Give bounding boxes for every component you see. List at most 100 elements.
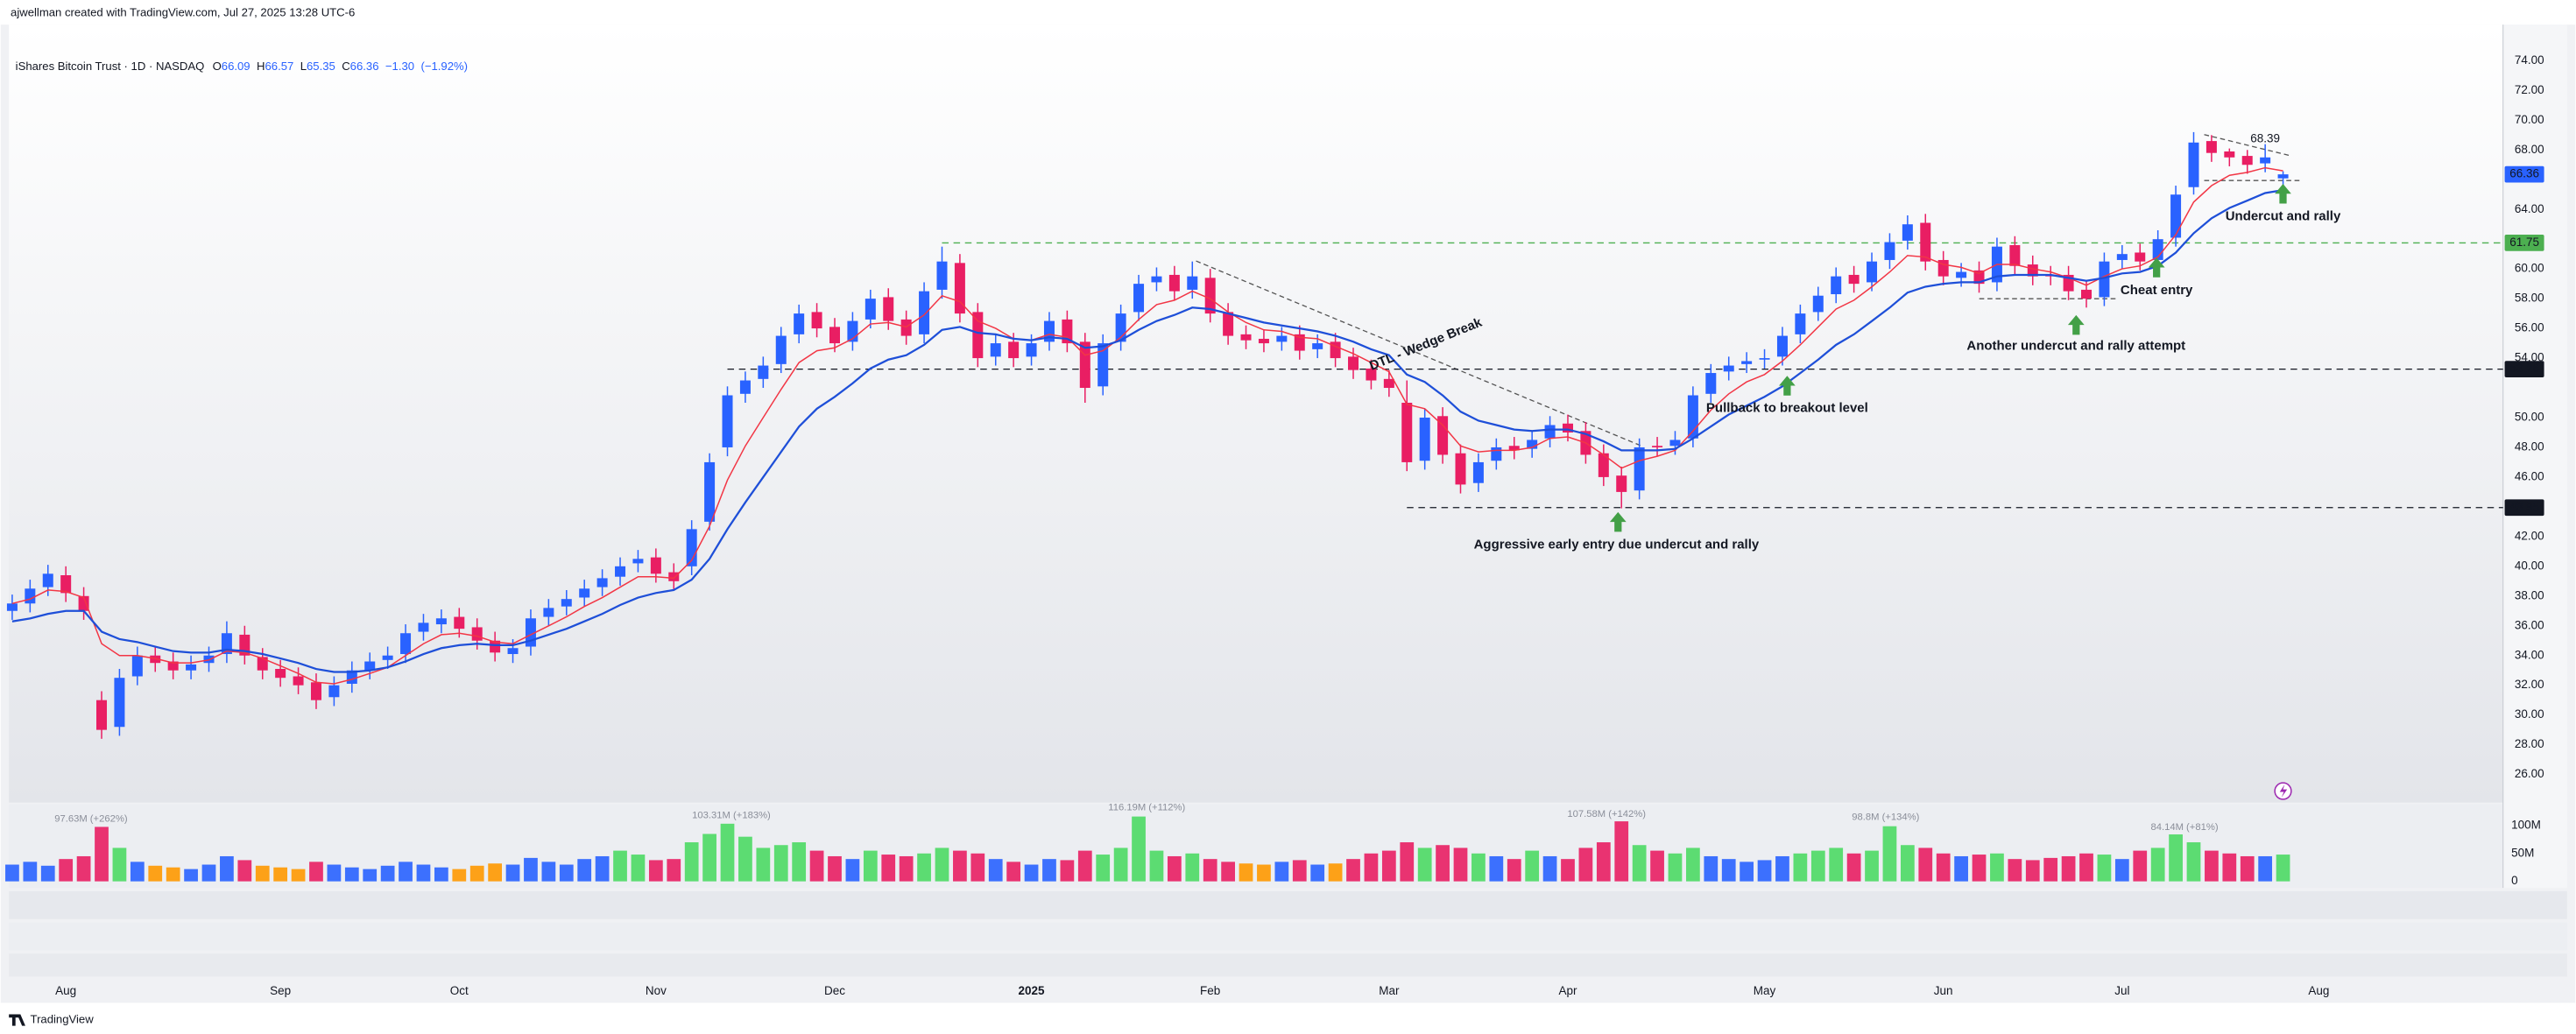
candle-body bbox=[1258, 338, 1269, 344]
y-tick-label: 60.00 bbox=[2515, 262, 2544, 275]
level-tag bbox=[2504, 499, 2544, 517]
footer-logo bbox=[9, 1014, 25, 1026]
annotation: Pullback to breakout level bbox=[1706, 401, 1868, 416]
candle-body bbox=[1884, 242, 1895, 260]
volume-bar bbox=[1328, 863, 1343, 882]
candle-body bbox=[2009, 244, 2021, 266]
candle-body bbox=[2277, 174, 2289, 179]
volume-bar bbox=[2150, 848, 2165, 882]
candle-body bbox=[2116, 254, 2128, 260]
level-tag bbox=[2504, 235, 2544, 251]
candle-body bbox=[1062, 319, 1073, 344]
y-tick-label: 32.00 bbox=[2515, 678, 2544, 691]
volume-bar bbox=[577, 859, 592, 882]
candle-body bbox=[1097, 343, 1109, 387]
volume-bar bbox=[684, 842, 699, 882]
empty-pane bbox=[9, 890, 2567, 919]
candle-body bbox=[1008, 341, 1020, 359]
volume-bar bbox=[881, 855, 896, 882]
volume-bar bbox=[1346, 859, 1360, 882]
volume-bar bbox=[201, 864, 216, 882]
volume-bar bbox=[2097, 855, 2112, 882]
volume-annotation: 97.63M (+262%) bbox=[54, 813, 128, 824]
x-tick-label: Jun bbox=[1934, 984, 1953, 997]
y-tick-label: 42.00 bbox=[2515, 529, 2544, 542]
volume-bar bbox=[1453, 848, 1468, 882]
candle-body bbox=[1079, 341, 1090, 389]
volume-bar bbox=[1596, 842, 1611, 882]
volume-bar bbox=[2169, 834, 2183, 882]
volume-bar bbox=[613, 850, 627, 882]
volume-bar bbox=[1364, 853, 1379, 882]
volume-bar bbox=[2240, 855, 2255, 882]
candle-body bbox=[1330, 341, 1341, 359]
candle-body bbox=[1687, 395, 1698, 439]
volume-bar bbox=[380, 865, 395, 882]
volume-bar bbox=[756, 848, 771, 882]
price-tag bbox=[2504, 165, 2544, 183]
volume-bar bbox=[1704, 855, 1719, 882]
volume-bar bbox=[1185, 853, 1200, 882]
volume-bar bbox=[1810, 850, 1825, 882]
candle-body bbox=[1204, 278, 1216, 314]
moving-average bbox=[11, 188, 2283, 673]
volume-bar bbox=[809, 850, 824, 882]
candle-body bbox=[704, 461, 716, 522]
y-tick-label: 68.00 bbox=[2515, 143, 2544, 156]
volume-bar bbox=[2222, 853, 2237, 882]
volume-bar bbox=[1417, 848, 1432, 882]
volume-bar bbox=[2114, 859, 2129, 882]
volume-bar bbox=[1650, 850, 1664, 882]
volume-bar bbox=[1882, 826, 1897, 882]
volume-bar bbox=[702, 834, 716, 882]
volume-bar bbox=[2258, 855, 2273, 882]
logo-mark bbox=[9, 1014, 25, 1026]
volume-bar bbox=[1507, 859, 1521, 882]
candle-body bbox=[78, 595, 89, 611]
x-tick-label: Aug bbox=[2308, 984, 2329, 997]
candle-body bbox=[1472, 461, 1484, 483]
volume-bar bbox=[2025, 860, 2040, 882]
volume-bar bbox=[2061, 855, 2076, 882]
candle-body bbox=[2135, 252, 2146, 262]
alert-bolt bbox=[2279, 784, 2288, 798]
candle-body bbox=[1401, 403, 1413, 462]
candle-body bbox=[1294, 334, 1305, 351]
candle-body bbox=[328, 685, 340, 698]
candle-body bbox=[722, 395, 733, 447]
volume-bar bbox=[40, 865, 55, 882]
ohlc-value: 66.09 bbox=[222, 60, 251, 73]
y-tick-label: 56.00 bbox=[2515, 321, 2544, 334]
volume-bar bbox=[1542, 855, 1557, 882]
volume-bar bbox=[1489, 855, 1504, 882]
volume-bar bbox=[1740, 862, 1754, 882]
candle-body bbox=[1043, 320, 1055, 342]
x-tick-label: Dec bbox=[824, 984, 845, 997]
candle-body bbox=[435, 618, 447, 625]
y-tick-label: 74.00 bbox=[2515, 53, 2544, 67]
candle-body bbox=[794, 313, 805, 334]
candle-body bbox=[364, 661, 376, 671]
volume-tick-label: 100M bbox=[2511, 818, 2541, 831]
candle-body bbox=[1508, 446, 1520, 451]
volume-bar bbox=[1221, 862, 1235, 882]
candle-body bbox=[1741, 361, 1753, 364]
volume-bar bbox=[1846, 853, 1861, 882]
volume-bar bbox=[863, 850, 878, 882]
candle-body bbox=[131, 655, 143, 677]
volume-bar bbox=[273, 867, 288, 882]
volume-bar bbox=[988, 859, 1003, 882]
candle-body bbox=[1776, 335, 1788, 357]
volume-bar bbox=[344, 867, 359, 882]
volume-bar bbox=[1936, 853, 1951, 882]
volume-bar bbox=[828, 855, 842, 882]
candle-body bbox=[1312, 343, 1323, 349]
candle-body bbox=[257, 657, 268, 671]
volume-bar bbox=[559, 864, 574, 882]
candle-body bbox=[2152, 239, 2163, 260]
candle-body bbox=[96, 700, 108, 730]
ohlc-letter: C bbox=[342, 60, 349, 73]
annotation: Another undercut and rally attempt bbox=[1966, 338, 2185, 353]
candle-body bbox=[811, 312, 822, 329]
candle-body bbox=[400, 633, 412, 655]
